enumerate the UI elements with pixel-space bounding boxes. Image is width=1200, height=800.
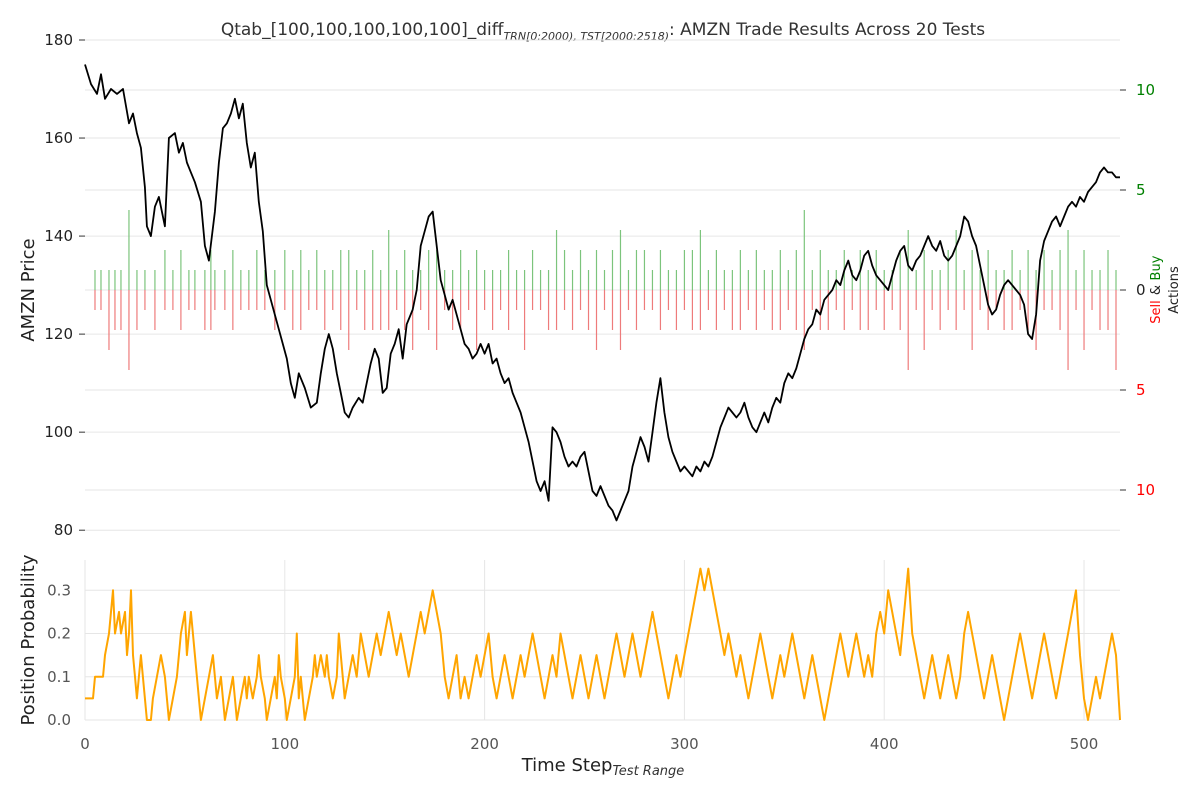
- probability-axis-label: Position Probability: [18, 554, 39, 725]
- price-tick-label: 100: [44, 423, 73, 441]
- time-tick-label: 300: [670, 735, 699, 753]
- prob-tick-label: 0.0: [47, 711, 71, 729]
- price-line: [84, 64, 1120, 522]
- time-axis-label: Time StepTest Range: [521, 755, 685, 779]
- time-tick-label: 500: [1070, 735, 1099, 753]
- action-tick-label: 5: [1136, 381, 1146, 399]
- action-tick-label: 5: [1136, 181, 1146, 199]
- prob-tick-label: 0.3: [47, 581, 71, 599]
- action-tick-label: 0: [1136, 281, 1146, 299]
- chart-title-sub: TRN[0:2000), TST[2000:2518): [503, 30, 669, 43]
- prob-tick-label: 0.2: [47, 625, 71, 643]
- time-tick-label: 400: [870, 735, 899, 753]
- price-tick-label: 180: [44, 31, 73, 49]
- top-grid: [85, 39, 1120, 531]
- price-tick-label: 80: [54, 521, 73, 539]
- time-tick-label: 0: [80, 735, 90, 753]
- action-bars: [94, 210, 1117, 370]
- chart-title-prefix: Qtab_[100,100,100,100,100]_diff: [221, 20, 505, 40]
- amp-label: &: [1149, 285, 1164, 295]
- probability-line: [85, 567, 1121, 721]
- probability-line-group: [85, 567, 1121, 721]
- price-line-group: [84, 64, 1120, 522]
- time-tick-label: 100: [270, 735, 299, 753]
- action-y-ticks: 10 5 0 5 10: [1120, 81, 1155, 499]
- sell-label: Sell: [1149, 300, 1164, 323]
- chart-title-suffix: : AMZN Trade Results Across 20 Tests: [669, 20, 985, 40]
- time-axis-label-main: Time Step: [521, 755, 613, 776]
- action-tick-label: 10: [1136, 481, 1155, 499]
- price-y-ticks: 80 100 120 140 160 180: [44, 31, 85, 539]
- price-tick-label: 160: [44, 129, 73, 147]
- actions-axis-label: Sell & Buy Actions: [1149, 255, 1182, 323]
- price-tick-label: 140: [44, 227, 73, 245]
- buy-label: Buy: [1149, 255, 1164, 280]
- actions-label: Actions: [1167, 266, 1182, 314]
- probability-y-ticks: 0.0 0.1 0.2 0.3: [47, 581, 71, 729]
- price-axis-label: AMZN Price: [18, 238, 39, 341]
- time-x-ticks: 0 100 200 300 400 500: [80, 735, 1098, 753]
- action-tick-label: 10: [1136, 81, 1155, 99]
- price-tick-label: 120: [44, 325, 73, 343]
- time-tick-label: 200: [470, 735, 499, 753]
- time-axis-label-sub: Test Range: [612, 764, 684, 779]
- prob-tick-label: 0.1: [47, 668, 71, 686]
